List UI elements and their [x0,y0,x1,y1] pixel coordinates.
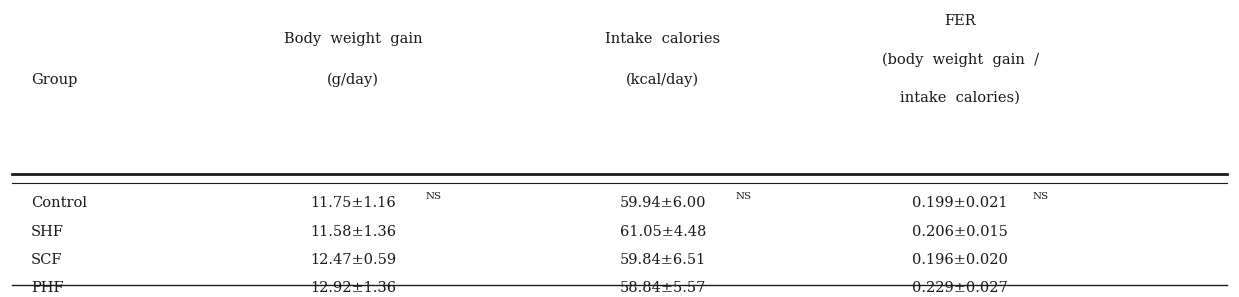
Text: 59.84±6.51: 59.84±6.51 [620,253,706,267]
Text: (g/day): (g/day) [327,73,379,87]
Text: (kcal/day): (kcal/day) [626,73,700,87]
Text: NS: NS [1032,192,1049,200]
Text: 0.229±0.027: 0.229±0.027 [912,281,1009,295]
Text: SCF: SCF [31,253,62,267]
Text: 58.84±5.57: 58.84±5.57 [620,281,706,295]
Text: PHF: PHF [31,281,63,295]
Text: SHF: SHF [31,225,64,239]
Text: 11.75±1.16: 11.75±1.16 [310,196,396,211]
Text: NS: NS [735,192,752,200]
Text: 12.92±1.36: 12.92±1.36 [310,281,396,295]
Text: 11.58±1.36: 11.58±1.36 [310,225,396,239]
Text: 12.47±0.59: 12.47±0.59 [310,253,396,267]
Text: Group: Group [31,73,77,87]
Text: 0.199±0.021: 0.199±0.021 [912,196,1009,211]
Text: (body  weight  gain  /: (body weight gain / [882,52,1038,67]
Text: NS: NS [425,192,442,200]
Text: intake  calories): intake calories) [901,91,1020,105]
Text: 0.196±0.020: 0.196±0.020 [912,253,1009,267]
Text: 59.94±6.00: 59.94±6.00 [620,196,706,211]
Text: Body  weight  gain: Body weight gain [284,31,422,46]
Text: Control: Control [31,196,87,211]
Text: 0.206±0.015: 0.206±0.015 [912,225,1009,239]
Text: Intake  calories: Intake calories [606,31,720,46]
Text: FER: FER [944,14,976,28]
Text: 61.05±4.48: 61.05±4.48 [620,225,706,239]
